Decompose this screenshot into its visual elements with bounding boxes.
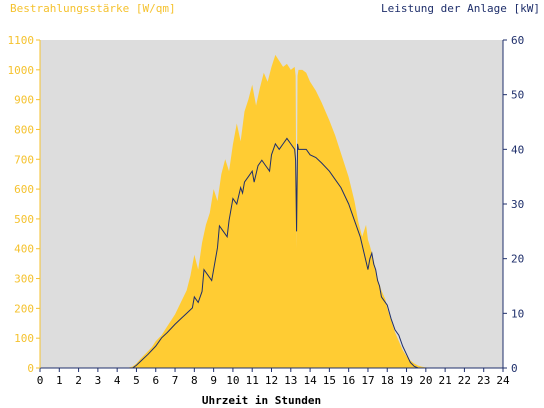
x-tick-label: 0 [37, 374, 44, 387]
x-tick-label: 17 [361, 374, 374, 387]
right-axis-title: Leistung der Anlage [kW] [381, 2, 540, 15]
x-tick-label: 8 [191, 374, 198, 387]
x-tick-label: 2 [75, 374, 82, 387]
x-tick-label: 24 [496, 374, 510, 387]
x-tick-label: 16 [342, 374, 355, 387]
left-tick-label: 200 [14, 302, 34, 315]
left-axis-title: Bestrahlungsstärke [W/qm] [10, 2, 176, 15]
x-tick-label: 19 [400, 374, 413, 387]
left-tick-label: 1100 [8, 34, 35, 47]
x-tick-label: 18 [381, 374, 394, 387]
x-tick-label: 15 [323, 374, 336, 387]
x-tick-label: 5 [133, 374, 140, 387]
x-tick-label: 13 [284, 374, 297, 387]
x-tick-label: 12 [265, 374, 278, 387]
left-tick-label: 400 [14, 243, 34, 256]
right-tick-label: 0 [511, 362, 518, 375]
x-tick-label: 21 [439, 374, 452, 387]
axes: 0 1 2 3 4 5 6 7 8 9 10 11 12 13 14 15 16 17 18 19 20 21 22 23 24… [8, 34, 525, 387]
right-tick-label: 10 [511, 307, 524, 320]
right-tick-label: 60 [511, 34, 524, 47]
x-tick-label: 10 [226, 374, 239, 387]
power-series [40, 137, 503, 369]
right-tick-label: 40 [511, 143, 524, 156]
left-tick-label: 1000 [8, 64, 35, 77]
x-tick-label: 4 [114, 374, 121, 387]
left-tick-label: 800 [14, 123, 34, 136]
x-tick-label: 3 [95, 374, 102, 387]
x-tick-label: 20 [419, 374, 432, 387]
right-tick-label: 50 [511, 89, 524, 102]
x-tick-label: 23 [477, 374, 490, 387]
left-tick-label: 900 [14, 94, 34, 107]
right-tick-label: 20 [511, 253, 524, 266]
x-tick-label: 11 [246, 374, 259, 387]
x-tick-label: 22 [458, 374, 471, 387]
right-tick-label: 30 [511, 198, 524, 211]
left-tick-label: 100 [14, 332, 34, 345]
left-tick-label: 600 [14, 183, 34, 196]
left-tick-label: 500 [14, 213, 34, 226]
power-line [40, 137, 503, 369]
left-tick-label: 300 [14, 273, 34, 286]
left-tick-label: 700 [14, 153, 34, 166]
irradiance-series [40, 54, 503, 368]
x-tick-label: 14 [303, 374, 317, 387]
x-tick-label: 6 [152, 374, 159, 387]
x-tick-label: 7 [172, 374, 179, 387]
left-tick-label: 0 [27, 362, 34, 375]
irradiance-area [40, 54, 503, 368]
x-tick-label: 1 [56, 374, 63, 387]
x-tick-label: 9 [210, 374, 217, 387]
x-axis-title: Uhrzeit in Stunden [202, 394, 321, 407]
